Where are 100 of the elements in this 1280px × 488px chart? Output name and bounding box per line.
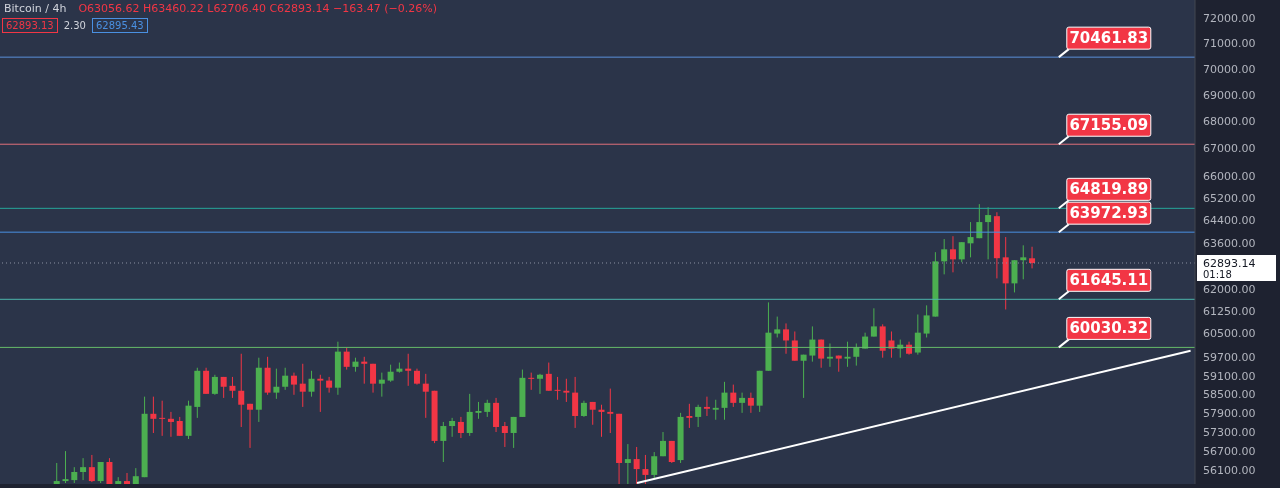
y-tick-label: 72000.00 (1203, 11, 1256, 25)
y-tick-label: 58500.00 (1203, 388, 1256, 402)
candlestick (949, 235, 956, 273)
candlestick (273, 368, 280, 400)
y-tick-label: 68000.00 (1203, 115, 1256, 129)
y-tick-label: 57900.00 (1203, 406, 1256, 420)
candlestick (457, 416, 464, 439)
annotation: 2.30 (62, 19, 87, 33)
y-tick-label: 69000.00 (1203, 89, 1256, 103)
y-tick-label: 59700.00 (1203, 351, 1256, 365)
candlestick (440, 421, 447, 463)
y-tick-label: 59100.00 (1203, 369, 1256, 383)
candlestick (739, 392, 746, 414)
candlestick (730, 384, 737, 408)
candlestick (88, 454, 95, 483)
candlestick (1029, 246, 1036, 269)
candlestick (870, 307, 877, 338)
candlestick (800, 354, 807, 399)
candlestick (238, 353, 245, 428)
candlestick (941, 238, 948, 275)
candlestick (818, 339, 825, 369)
candlestick (510, 416, 517, 449)
candlestick (747, 392, 754, 414)
y-tick-label: 63600.00 (1203, 236, 1256, 250)
candlestick (528, 372, 535, 391)
candlestick (686, 403, 693, 429)
candlestick (370, 363, 377, 394)
candlestick (545, 362, 552, 392)
ref-line-label: 64819.89 (1069, 180, 1149, 199)
candlestick (167, 411, 174, 438)
candlestick (62, 450, 69, 484)
y-tick-label: 60500.00 (1203, 327, 1256, 341)
candlestick (299, 363, 306, 408)
candlestick (651, 451, 658, 479)
candlestick (326, 376, 333, 394)
ref-line-label: 63972.93 (1069, 204, 1149, 223)
candlestick (422, 373, 429, 419)
candlestick (317, 374, 324, 413)
y-tick-label: 66000.00 (1203, 169, 1256, 183)
ref-line-label: 70461.83 (1069, 29, 1149, 48)
candlestick (844, 341, 851, 368)
candlestick (159, 400, 166, 437)
y-tick-label: 71000.00 (1203, 37, 1256, 51)
y-tick-label: 62000.00 (1203, 282, 1256, 296)
candlestick (985, 206, 992, 260)
candlestick (791, 330, 798, 362)
candlestick (80, 457, 87, 481)
candlestick (572, 376, 579, 429)
candlestick (563, 378, 570, 403)
candlestick (536, 373, 543, 395)
candlestick (721, 381, 728, 421)
candlestick (150, 396, 157, 434)
candlestick (958, 241, 965, 263)
candlestick (914, 314, 921, 356)
y-tick-label: 67000.00 (1203, 142, 1256, 156)
candlestick (774, 316, 781, 338)
candlestick (203, 367, 210, 395)
y-tick-label: 65200.00 (1203, 191, 1256, 205)
candlestick (124, 472, 131, 484)
candlestick (106, 457, 113, 484)
candlestick (466, 393, 473, 437)
y-tick-label: 61250.00 (1203, 304, 1256, 318)
y-tick-label: 56100.00 (1203, 463, 1256, 477)
candlestick (888, 330, 895, 359)
ref-line-label: 67155.09 (1069, 116, 1149, 135)
candlestick (642, 454, 649, 484)
annotation: 62893.13 (2, 18, 58, 33)
candlestick (449, 417, 456, 438)
candlestick (809, 325, 816, 363)
candlestick (598, 404, 605, 438)
candlestick (695, 404, 702, 428)
candlestick (624, 443, 631, 484)
candlestick (703, 396, 710, 417)
candlestick (308, 370, 315, 398)
candlestick (712, 399, 719, 421)
ref-line-label: 61645.11 (1069, 271, 1149, 290)
candlestick (607, 388, 614, 434)
candlestick (343, 347, 350, 371)
annotation: 62895.43 (91, 18, 148, 33)
candlestick (211, 374, 218, 396)
candlestick (923, 304, 930, 338)
ref-line-label: 62893.14 (1203, 257, 1256, 270)
candlestick (853, 342, 860, 367)
annotation: O63056.62 H63460.22 L62706.40 C62893.14 −163.47 (−0.26%) (78, 2, 438, 15)
candlestick (633, 446, 640, 484)
candlestick (660, 431, 667, 457)
candlestick (229, 376, 236, 399)
candlestick (176, 416, 183, 437)
text: 01:18 (1203, 269, 1232, 280)
candlestick (405, 353, 412, 387)
candlestick (826, 342, 833, 368)
candlestick (378, 372, 385, 398)
y-tick-label: 64400.00 (1203, 214, 1256, 228)
candlestick (247, 403, 254, 449)
y-tick-label: 56700.00 (1203, 444, 1256, 458)
y-tick-label: 70000.00 (1203, 62, 1256, 76)
candlestick (783, 322, 790, 355)
candlestick (1020, 244, 1027, 280)
ref-line-label: 60030.32 (1069, 319, 1149, 338)
candlestick (290, 372, 297, 396)
